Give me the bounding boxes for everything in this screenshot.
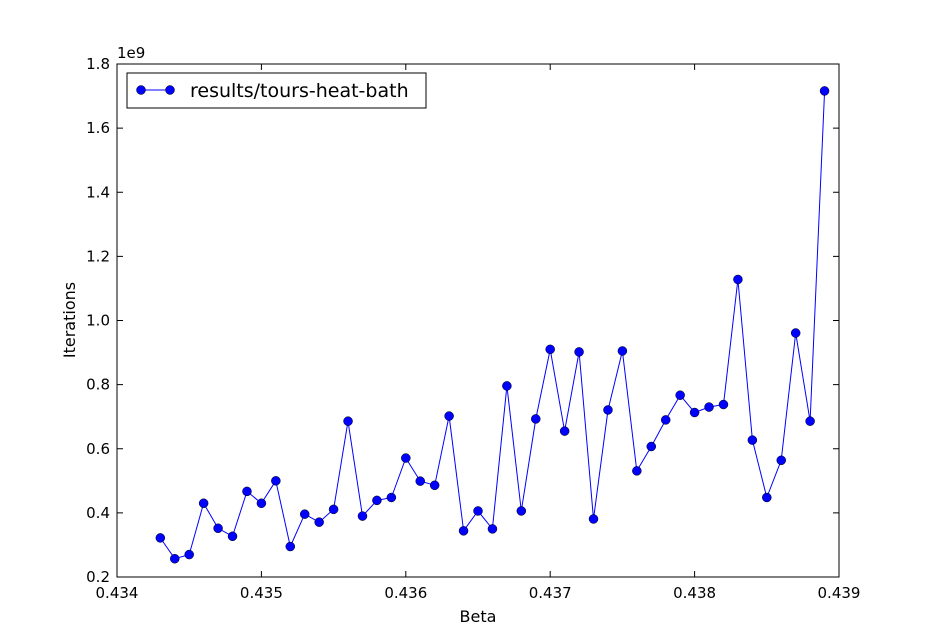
data-point xyxy=(559,426,570,436)
y-tick-label: 1.6 xyxy=(86,119,110,137)
data-point xyxy=(603,405,613,415)
data-point xyxy=(429,480,440,491)
y-offset-label: 1e9 xyxy=(117,44,145,62)
legend-marker xyxy=(165,85,175,95)
x-tick-label: 0.435 xyxy=(240,584,283,602)
data-point xyxy=(502,381,512,391)
data-point xyxy=(632,466,642,476)
data-point xyxy=(299,509,310,519)
data-point xyxy=(227,531,238,542)
data-point xyxy=(473,506,483,516)
data-point xyxy=(790,328,801,338)
x-tick-label: 0.439 xyxy=(818,584,861,602)
data-point xyxy=(646,441,657,452)
data-point xyxy=(343,416,353,426)
data-point xyxy=(588,514,599,524)
data-point xyxy=(762,492,772,503)
legend-label: results/tours-heat-bath xyxy=(190,80,409,102)
plot-frame xyxy=(116,63,840,578)
data-point xyxy=(689,407,700,418)
y-tick-label: 0.2 xyxy=(86,568,110,586)
data-point xyxy=(531,414,541,424)
data-point xyxy=(314,517,324,527)
data-point xyxy=(328,504,339,515)
data-point xyxy=(401,453,411,463)
axis-tick-labels: 0.434 0.435 0.436 0.437 0.438 0.439 0.2 0.4 0.6 0… xyxy=(86,55,860,602)
data-point xyxy=(805,416,815,426)
data-point xyxy=(776,455,786,466)
data-point xyxy=(574,347,584,357)
data-point xyxy=(198,498,209,509)
data-point xyxy=(704,402,714,412)
data-point xyxy=(170,553,180,564)
data-point xyxy=(184,549,194,560)
data-point xyxy=(487,524,498,534)
data-point xyxy=(415,476,425,486)
data-point xyxy=(819,86,830,96)
data-point xyxy=(357,511,368,521)
y-tick-label: 0.6 xyxy=(86,440,110,458)
data-point xyxy=(675,390,685,400)
data-point xyxy=(444,411,454,421)
legend: results/tours-heat-bath xyxy=(126,72,427,109)
data-point xyxy=(458,526,469,536)
data-point xyxy=(271,476,281,486)
y-tick-label: 1.4 xyxy=(86,183,110,201)
data-point xyxy=(386,492,397,503)
x-tick-label: 0.436 xyxy=(384,584,427,602)
y-axis-label: Iterations xyxy=(60,282,79,358)
plot-area xyxy=(117,64,839,577)
data-point xyxy=(372,495,382,506)
data-point xyxy=(213,523,223,534)
data-point xyxy=(747,435,758,445)
data-point xyxy=(617,346,628,356)
legend-box xyxy=(126,72,427,109)
y-tick-label: 0.8 xyxy=(86,376,110,394)
data-point xyxy=(733,274,743,285)
data-point xyxy=(660,415,671,425)
data-point xyxy=(545,344,555,355)
x-tick-label: 0.437 xyxy=(529,584,572,602)
x-axis-label: Beta xyxy=(460,607,497,626)
data-point xyxy=(718,399,729,410)
x-tick-label: 0.434 xyxy=(96,584,139,602)
data-point xyxy=(285,541,296,552)
y-tick-label: 1.2 xyxy=(86,247,110,265)
y-tick-label: 1.8 xyxy=(86,55,110,73)
series-layer xyxy=(155,86,830,564)
x-tick-label: 0.438 xyxy=(673,584,716,602)
data-point xyxy=(256,498,267,509)
y-tick-label: 0.4 xyxy=(86,504,110,522)
data-point xyxy=(516,506,527,516)
data-point xyxy=(155,533,166,543)
y-tick-label: 1.0 xyxy=(86,312,110,330)
legend-marker xyxy=(136,85,146,95)
data-point xyxy=(242,486,252,497)
